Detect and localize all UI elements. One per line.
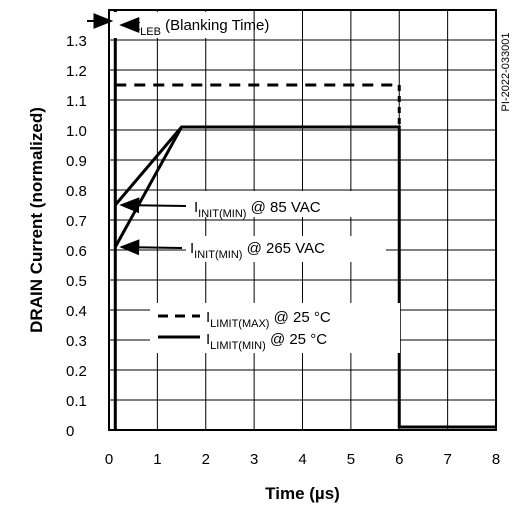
x-tick-label: 3 xyxy=(250,451,258,468)
y-tick-label: 0.3 xyxy=(66,333,87,350)
y-tick-label: 0.6 xyxy=(66,243,87,260)
iinit-265-annotation: IINIT(MIN) @ 265 VAC xyxy=(190,240,325,261)
axis-tick-labels: 0 1 2 3 4 5 6 7 8 0 0.1 0.2 0.3 0.4 0.5 0.6 0.7 0.8 0.9 1.0… xyxy=(66,33,500,468)
label-bg xyxy=(190,191,370,217)
x-tick-label: 6 xyxy=(395,451,403,468)
y-tick-label: 0.4 xyxy=(66,303,87,320)
x-tick-label: 1 xyxy=(153,451,161,468)
chart-annotations: tLEB (Blanking Time) IINIT(MIN) @ 85 VAC I… xyxy=(87,12,386,262)
series-line-1 xyxy=(114,125,496,429)
chart-series xyxy=(113,10,496,430)
y-axis-label: DRAIN Current (normalized) xyxy=(27,107,46,333)
x-tick-label: 2 xyxy=(202,451,210,468)
chart-grid xyxy=(108,10,497,431)
x-tick-label: 7 xyxy=(443,451,451,468)
tleb-annotation: tLEB (Blanking Time) xyxy=(136,17,269,38)
y-tick-label: 1.1 xyxy=(66,93,87,110)
y-tick-label: 0.1 xyxy=(66,393,87,410)
x-tick-label: 8 xyxy=(492,451,500,468)
x-tick-label: 0 xyxy=(105,451,113,468)
label-bg xyxy=(186,236,386,262)
x-axis-label: Time (µs) xyxy=(265,484,340,503)
legend-entry-limit-max: ILIMIT(MAX) @ 25 °C xyxy=(206,309,331,330)
figure-id-label: PI-2022-033001 xyxy=(500,33,512,112)
legend-entry-limit-min: ILIMIT(MIN) @ 25 °C xyxy=(206,331,327,352)
iinit-265-arrow xyxy=(119,239,183,256)
plot-frame xyxy=(108,9,497,431)
series-line-2 xyxy=(113,126,183,248)
y-tick-label: 1.2 xyxy=(66,63,87,80)
y-tick-label: 1.3 xyxy=(66,33,87,50)
y-tick-label: 1.0 xyxy=(66,123,87,140)
y-tick-label: 0.8 xyxy=(66,183,87,200)
iinit-85-annotation: IINIT(MIN) @ 85 VAC xyxy=(194,199,321,220)
iinit-85-arrow xyxy=(119,197,187,214)
y-tick-label: 0.2 xyxy=(66,363,87,380)
y-tick-label: 0.9 xyxy=(66,153,87,170)
y-tick-label: 0.5 xyxy=(66,273,87,290)
y-tick-label: 0 xyxy=(66,423,74,440)
x-tick-label: 4 xyxy=(298,451,306,468)
legend-bg xyxy=(150,303,400,353)
y-tick-label: 0.7 xyxy=(66,213,87,230)
x-tick-label: 5 xyxy=(347,451,355,468)
